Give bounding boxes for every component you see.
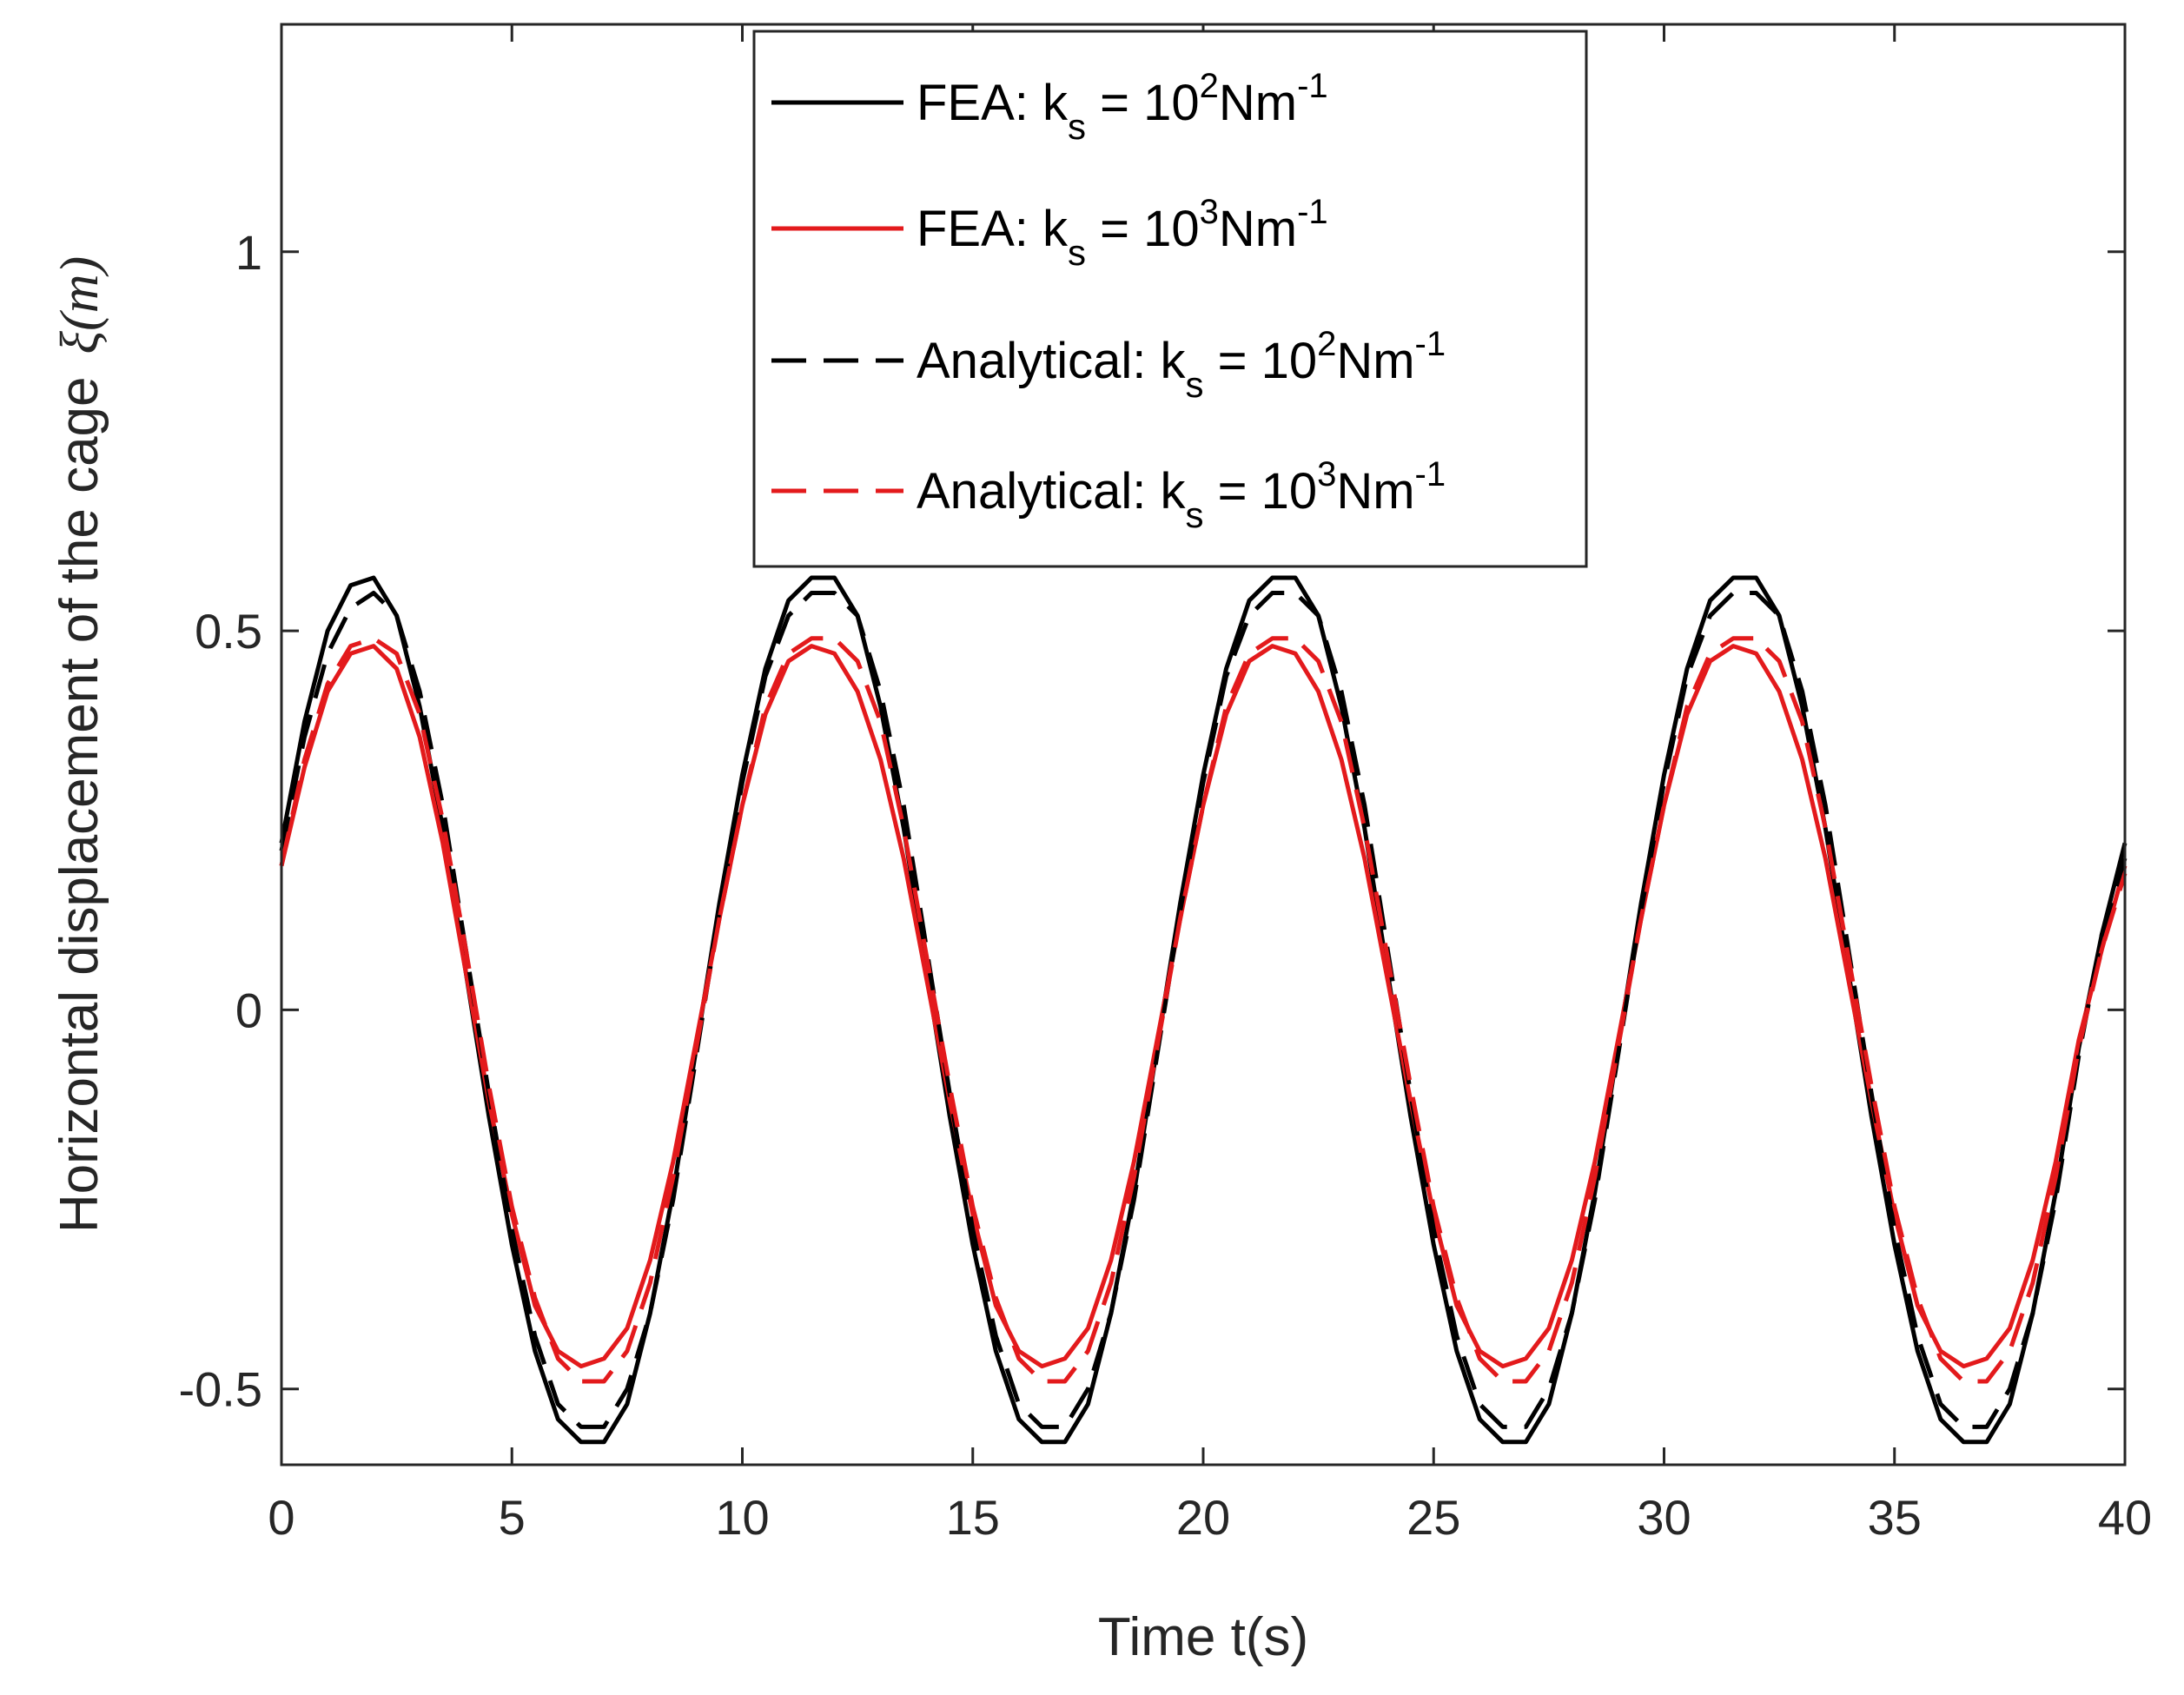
legend-entry-analytical-100: Analytical: ks = 102Nm-1 <box>771 325 1446 405</box>
legend-entry-analytical-1000: Analytical: ks = 103Nm-1 <box>771 455 1446 535</box>
x-axis-label: Time t(s) <box>1098 1607 1308 1667</box>
y-axis-label-text: Horizontal displacement of the cage <box>50 376 109 1233</box>
x-tick-label: 15 <box>946 1490 1000 1545</box>
x-tick-label: 10 <box>715 1490 769 1545</box>
x-tick-label: 20 <box>1176 1490 1230 1545</box>
series-line-1 <box>279 644 2128 1369</box>
y-axis-label-symbol: ξ(m) <box>50 256 109 354</box>
series-layer <box>279 575 2128 1445</box>
x-tick-label: 25 <box>1406 1490 1460 1545</box>
svg-text:Analytical: ks = 103Nm-1: Analytical: ks = 103Nm-1 <box>917 455 1446 535</box>
y-tick-label: -0.5 <box>179 1362 263 1417</box>
y-tick-label: 1 <box>235 225 262 280</box>
svg-text:FEA: ks = 102Nm-1: FEA: ks = 102Nm-1 <box>917 67 1328 147</box>
x-tick-label: 40 <box>2098 1490 2152 1545</box>
x-tick-label: 35 <box>1868 1490 1922 1545</box>
svg-text:FEA: ks = 103Nm-1: FEA: ks = 103Nm-1 <box>917 193 1328 273</box>
y-tick-label: 0.5 <box>195 604 262 659</box>
legend-box <box>752 30 1588 568</box>
tick-layer: 0 5 10 15 20 25 30 35 40 -0.5 0 0.5 1 <box>179 24 2152 1545</box>
x-tick-label: 5 <box>499 1490 526 1545</box>
svg-text:Analytical: ks = 102Nm-1: Analytical: ks = 102Nm-1 <box>917 325 1446 405</box>
legend-entry-fea-1000: FEA: ks = 103Nm-1 <box>771 193 1328 273</box>
x-tick-label: 30 <box>1637 1490 1691 1545</box>
x-tick-label: 0 <box>268 1490 295 1545</box>
legend: FEA: ks = 102Nm-1 FEA: ks = 103Nm-1 Anal… <box>752 30 1588 568</box>
y-axis-label: Horizontal displacement of the cage ξ(m) <box>50 256 109 1233</box>
svg-text:Horizontal displacement of the: Horizontal displacement of the cage ξ(m) <box>50 256 109 1233</box>
series-line-3 <box>279 636 2128 1384</box>
y-tick-label: 0 <box>235 983 262 1037</box>
series-line-2 <box>279 591 2128 1429</box>
legend-entry-fea-100: FEA: ks = 102Nm-1 <box>771 67 1328 147</box>
